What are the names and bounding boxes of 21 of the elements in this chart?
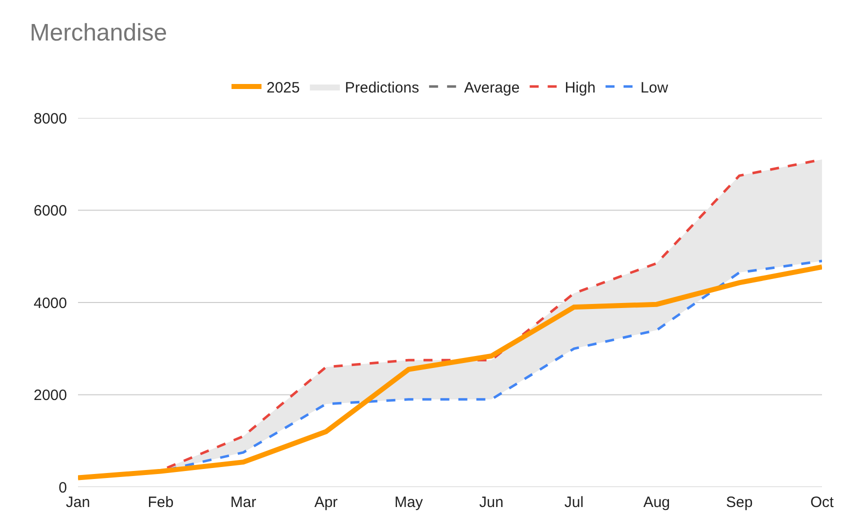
legend-label: Average (464, 79, 520, 96)
x-tick-label: Mar (230, 494, 256, 511)
legend-label: High (564, 79, 596, 96)
chart-title: Merchandise (30, 20, 168, 47)
y-tick-label: 4000 (34, 294, 67, 312)
x-tick-label: Feb (148, 494, 174, 511)
x-tick-label: May (394, 494, 424, 511)
x-tick-label: Sep (726, 494, 753, 511)
x-tick-label: Jul (564, 494, 584, 511)
legend-label: Predictions (344, 79, 420, 96)
x-tick-label: Oct (810, 494, 834, 511)
y-tick-label: 2000 (34, 387, 67, 404)
y-tick-label: 0 (58, 479, 67, 496)
x-tick-label: Aug (643, 494, 670, 511)
legend-label: Low (640, 79, 668, 96)
y-tick-label: 6000 (34, 202, 67, 220)
x-tick-label: Jun (479, 494, 504, 511)
x-tick-label: Jan (66, 494, 90, 511)
x-tick-label: Apr (314, 494, 338, 511)
legend-label: 2025 (266, 79, 300, 96)
y-tick-label: 8000 (34, 110, 67, 128)
